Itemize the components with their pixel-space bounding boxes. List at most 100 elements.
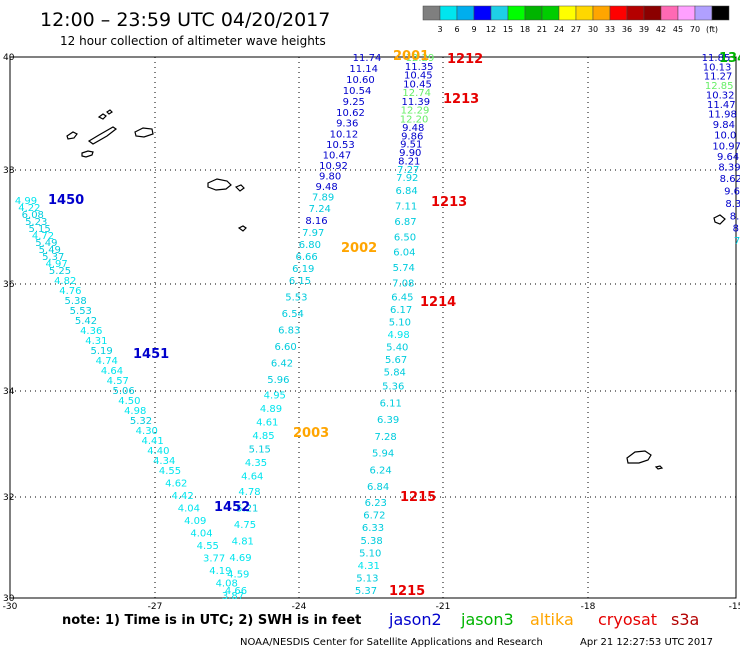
wave-height-label: 5.13 (356, 573, 378, 584)
colorbar-swatch (439, 5, 458, 21)
wave-height-label: 4.40 (147, 446, 169, 457)
wave-height-label: 4.09 (184, 516, 206, 527)
wave-height-label: 4.04 (178, 504, 200, 515)
colorbar-label: 21 (537, 25, 547, 34)
pass-number-label: 1213 (431, 195, 467, 210)
wave-height-label: 5.49 (35, 238, 57, 249)
legend-item-s3a: s3a (671, 610, 699, 629)
wave-height-label: 6.84 (395, 186, 417, 197)
wave-height-label: 4.97 (45, 259, 67, 270)
wave-height-label: 9.84 (713, 120, 735, 131)
wave-height-label: 5.94 (372, 449, 394, 460)
colorbar-swatch (677, 5, 696, 21)
wave-height-label: 7.97 (302, 228, 324, 239)
colorbar-label: 3 (437, 25, 442, 34)
island-shape (66, 131, 78, 140)
wave-height-label: 8.16 (305, 216, 327, 227)
wave-height-label: 10.54 (343, 86, 372, 97)
wave-height-label: 4.62 (165, 479, 187, 490)
colorbar-label: 12 (486, 25, 496, 34)
wave-height-label: 3.87 (222, 591, 244, 602)
wave-height-label: 5.96 (267, 375, 289, 386)
wave-height-label: 9.25 (343, 97, 365, 108)
colorbar-swatch (575, 5, 594, 21)
wave-height-label: 4.82 (54, 276, 76, 287)
wave-height-label: 4.69 (229, 553, 251, 564)
wave-height-label: 10.32 (706, 90, 735, 101)
wave-height-label: 11.85 (702, 53, 731, 64)
y-tick-label: 36 (3, 280, 15, 290)
island-shape (87, 126, 118, 145)
colorbar-label: 39 (639, 25, 649, 34)
wave-height-label: 9.64 (717, 152, 739, 163)
x-tick-label: -30 (3, 602, 18, 612)
wave-height-label: 11.74 (353, 53, 382, 64)
wave-height-label: 9.48 (402, 123, 424, 134)
wave-height-label: 11.27 (704, 72, 733, 83)
wave-height-label: 12.74 (402, 88, 431, 99)
wave-height-label: 8.3 (725, 199, 740, 210)
colorbar-swatch (643, 5, 662, 21)
colorbar-swatch (694, 5, 713, 21)
wave-height-label: 11.35 (405, 62, 434, 73)
wave-height-label: 6.80 (299, 240, 321, 251)
island-shape (81, 150, 94, 158)
colorbar-swatch (626, 5, 645, 21)
pass-number-label: 1450 (48, 193, 84, 208)
pass-number-label: 1212 (447, 52, 483, 67)
pass-number-label: 1452 (214, 500, 250, 515)
wave-height-label: 5.19 (90, 346, 112, 357)
altimeter-tracks: 4.994.226.085.235.154.725.495.495.374.97… (15, 53, 740, 602)
wave-height-label: 12.20 (400, 115, 429, 126)
wave-height-label: 4.85 (252, 431, 274, 442)
colorbar-swatch (592, 5, 611, 21)
wave-height-label: 6.72 (363, 511, 385, 522)
wave-height-label: 4.59 (227, 570, 249, 581)
wave-height-label: 8.39 (718, 163, 740, 174)
wave-height-label: 10.45 (403, 79, 432, 90)
y-tick-label: 40 (3, 53, 15, 63)
wave-height-label: 5.36 (382, 382, 404, 393)
legend-item-cryosat: cryosat (598, 610, 657, 629)
wave-height-label: 5.42 (75, 316, 97, 327)
wave-height-label: 4.57 (107, 376, 129, 387)
map-area: -30-27-24-21-18-15403836343230 4.994.226… (3, 49, 740, 612)
wave-height-label: 4.22 (18, 203, 40, 214)
wave-height-label: 4.78 (238, 487, 260, 498)
wave-height-label: 6.23 (365, 498, 387, 509)
wave-height-label: 4.34 (153, 456, 175, 467)
island-shape (626, 450, 652, 464)
colorbar-label: (ft) (706, 25, 718, 34)
wave-height-label: 4.55 (159, 466, 181, 477)
wave-height-label: 6.04 (393, 248, 415, 259)
colorbar-label: 9 (471, 25, 476, 34)
wave-height-label: 4.66 (225, 586, 247, 597)
wave-height-label: 5.25 (49, 266, 71, 277)
wave-height-label: 10.12 (330, 130, 359, 141)
wave-height-label: 8.62 (720, 174, 740, 185)
wave-height-label: 11.98 (708, 110, 737, 121)
wave-height-label: 4.31 (85, 336, 107, 347)
wave-height-label: 6.50 (394, 232, 416, 243)
wave-height-label: 4.35 (245, 458, 267, 469)
colorbar-swatch (490, 5, 509, 21)
island-shape (237, 225, 247, 232)
wave-height-label: 10.53 (326, 140, 355, 151)
colorbar-label: 70 (690, 25, 700, 34)
y-tick-label: 38 (3, 166, 15, 176)
wave-height-label: 4.19 (209, 566, 231, 577)
wave-height-label: 11.47 (707, 100, 736, 111)
wave-height-label: 4.64 (241, 472, 263, 483)
pass-labels: 1450 1451 1452 2001 2002 2003 1212 1213 1213 1214… (48, 49, 740, 599)
wave-height-label: 5.84 (384, 368, 406, 379)
wave-height-label: 5.40 (386, 343, 408, 354)
wave-height-label: 9.80 (319, 172, 341, 183)
colorbar-label: 18 (520, 25, 530, 34)
wave-height-label: 6.83 (278, 326, 300, 337)
pass-number-label: 2001 (393, 49, 429, 64)
wave-height-label: 5.15 (28, 224, 50, 235)
wave-height-label: 5.15 (249, 445, 271, 456)
wave-height-label: 9.90 (399, 148, 421, 159)
wave-height-label: 9.86 (401, 131, 423, 142)
pass-number-label: 1451 (133, 347, 169, 362)
